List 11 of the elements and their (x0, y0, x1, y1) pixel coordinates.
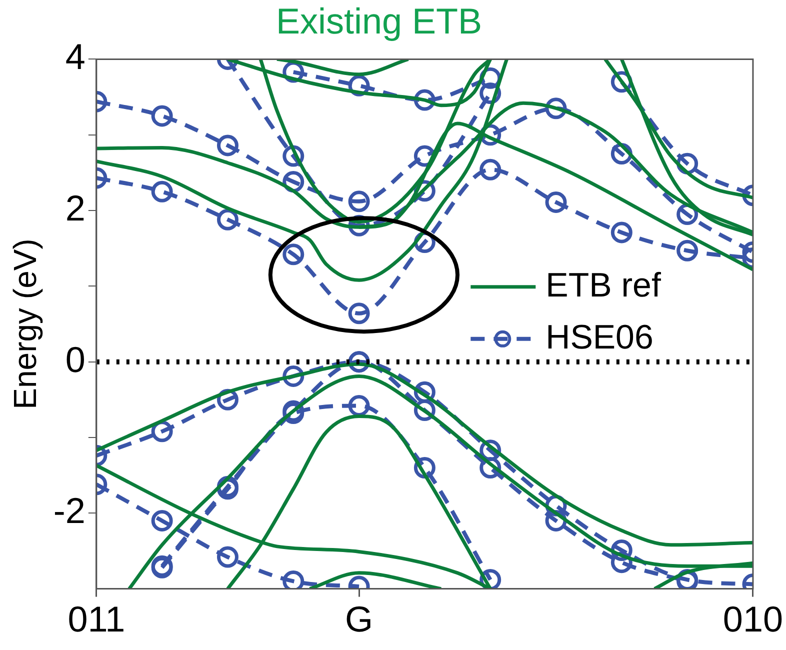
x-tick-label: 010 (722, 598, 784, 640)
legend-label: ETB ref (546, 266, 662, 304)
x-tick-label: G (345, 598, 374, 640)
y-tick-label: 2 (65, 187, 86, 228)
y-axis-title: Energy (eV) (7, 238, 44, 410)
y-tick-label: 0 (65, 338, 86, 380)
y-tick-label: 4 (65, 36, 86, 78)
legend-label: HSE06 (546, 318, 654, 356)
x-tick-label: 011 (68, 598, 126, 640)
y-tick-label: -2 (53, 490, 86, 532)
chart-title: Existing ETB (276, 0, 482, 42)
